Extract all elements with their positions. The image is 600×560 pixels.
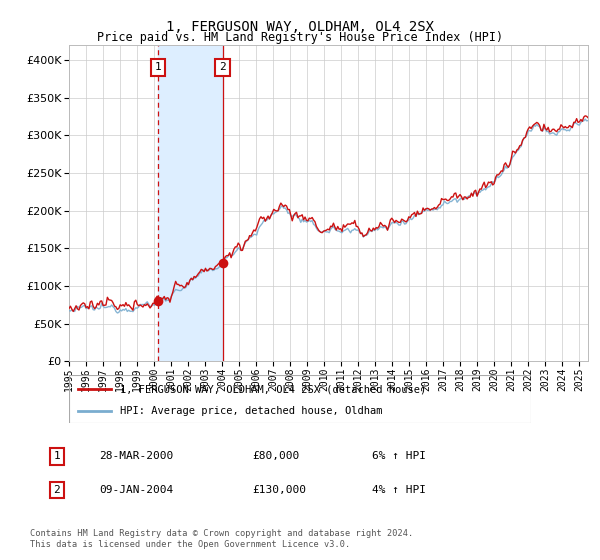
Text: £130,000: £130,000 [252,485,306,495]
Text: Contains HM Land Registry data © Crown copyright and database right 2024.
This d: Contains HM Land Registry data © Crown c… [30,529,413,549]
Text: 1, FERGUSON WAY, OLDHAM, OL4 2SX: 1, FERGUSON WAY, OLDHAM, OL4 2SX [166,20,434,34]
Text: 1, FERGUSON WAY, OLDHAM, OL4 2SX (detached house): 1, FERGUSON WAY, OLDHAM, OL4 2SX (detach… [120,385,426,394]
Text: £80,000: £80,000 [252,451,299,461]
Text: 2: 2 [53,485,61,495]
Text: HPI: Average price, detached house, Oldham: HPI: Average price, detached house, Oldh… [120,406,382,416]
Text: 1: 1 [155,62,161,72]
Text: Price paid vs. HM Land Registry's House Price Index (HPI): Price paid vs. HM Land Registry's House … [97,31,503,44]
Text: 4% ↑ HPI: 4% ↑ HPI [372,485,426,495]
Text: 28-MAR-2000: 28-MAR-2000 [99,451,173,461]
Bar [158,45,223,361]
Text: 2: 2 [219,62,226,72]
Text: 6% ↑ HPI: 6% ↑ HPI [372,451,426,461]
Text: 1: 1 [53,451,61,461]
Text: 09-JAN-2004: 09-JAN-2004 [99,485,173,495]
